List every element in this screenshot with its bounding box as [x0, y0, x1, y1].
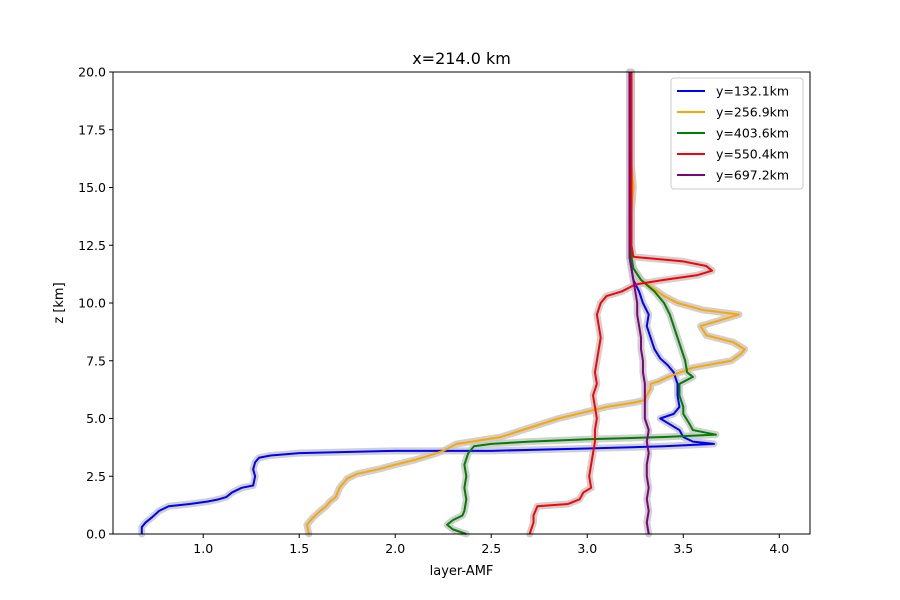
x-axis: 1.0 1.5 2.0 2.5 3.0 3.5 4.0	[193, 534, 789, 556]
legend-entry: y=697.2km	[716, 168, 789, 183]
y-tick-label: 7.5	[86, 353, 106, 368]
y-tick-label: 12.5	[78, 238, 106, 253]
y-tick-label: 15.0	[78, 180, 106, 195]
x-tick-label: 2.5	[481, 541, 501, 556]
legend-entry: y=256.9km	[716, 105, 789, 120]
series-lines	[140, 72, 746, 535]
legend-entry: y=132.1km	[716, 84, 789, 99]
series-line-5	[628, 72, 650, 535]
y-tick-label: 0.0	[86, 527, 106, 542]
y-tick-label: 2.5	[86, 469, 106, 484]
y-tick-label: 10.0	[78, 296, 106, 311]
legend-entry: y=550.4km	[716, 147, 789, 162]
x-tick-label: 3.0	[577, 541, 597, 556]
y-tick-label: 5.0	[86, 411, 106, 426]
x-tick-label: 4.0	[769, 541, 789, 556]
x-tick-label: 1.0	[193, 541, 213, 556]
chart-title: x=214.0 km	[412, 49, 511, 68]
x-axis-label: layer-AMF	[430, 564, 494, 579]
legend-entry: y=403.6km	[716, 126, 789, 141]
x-tick-label: 1.5	[289, 541, 309, 556]
series-line-4	[528, 72, 714, 535]
y-tick-label: 17.5	[78, 122, 106, 137]
y-tick-label: 20.0	[78, 65, 106, 80]
x-tick-label: 3.5	[673, 541, 693, 556]
x-tick-label: 2.0	[385, 541, 405, 556]
y-axis: 0.0 2.5 5.0 7.5 10.0 12.5 15.0 17.5 20.0	[78, 65, 113, 542]
legend-box	[670, 77, 804, 190]
legend: y=132.1km y=256.9km y=403.6km y=550.4km y=69…	[670, 77, 804, 190]
y-axis-label: z [km]	[52, 282, 67, 323]
